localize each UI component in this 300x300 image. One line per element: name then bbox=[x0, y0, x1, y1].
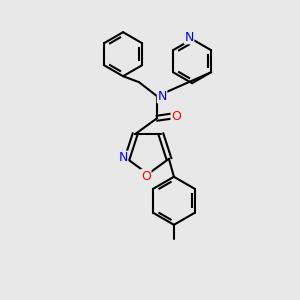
Text: N: N bbox=[118, 151, 128, 164]
Text: N: N bbox=[184, 31, 194, 44]
Text: O: O bbox=[141, 169, 151, 182]
Text: N: N bbox=[158, 90, 167, 103]
Text: O: O bbox=[171, 110, 181, 123]
